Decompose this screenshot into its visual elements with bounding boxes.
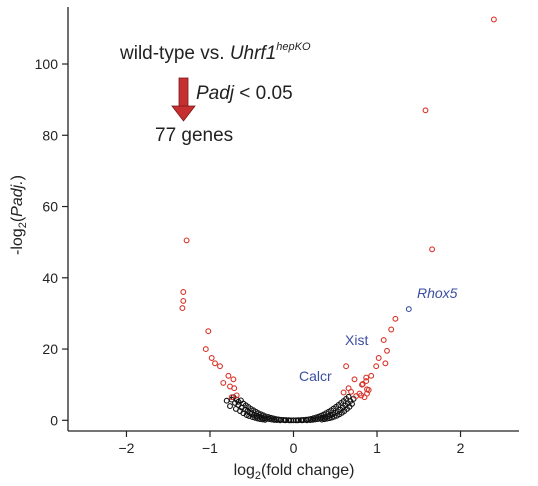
y-tick-label: 80 [42, 127, 58, 143]
gene-label-calcr: Calcr [299, 368, 332, 384]
gene-point [286, 417, 293, 424]
significant-gene-point [343, 363, 350, 370]
significant-gene-point [225, 372, 232, 379]
gene-point [262, 416, 269, 423]
y-tick-label: 40 [42, 270, 58, 286]
threshold-arrow [171, 77, 196, 122]
significant-gene-point [205, 328, 212, 335]
significant-gene-point [230, 376, 237, 383]
significant-gene-point [351, 376, 358, 383]
significant-gene-point [368, 372, 375, 379]
gene-point [259, 416, 266, 423]
y-tick-label: 0 [50, 412, 58, 428]
significant-gene-point [220, 379, 227, 386]
gene-count-label: 77 genes [155, 125, 233, 146]
significant-gene-point [340, 389, 347, 396]
y-tick-label: 60 [42, 199, 58, 215]
significant-gene-point [208, 355, 215, 361]
significant-gene-point [217, 363, 223, 370]
threshold-label: Padj < 0.05 [196, 83, 293, 104]
comparison-label: wild-type vs. Uhrf1hepKO [119, 41, 311, 64]
significant-gene-point [231, 385, 238, 392]
significant-gene-point [388, 326, 395, 333]
gene-point [227, 403, 233, 410]
significant-gene-point [364, 390, 370, 397]
gene-point [303, 417, 310, 424]
significant-gene-point [202, 346, 209, 353]
gene-point [326, 415, 333, 422]
gene-point [223, 397, 230, 404]
significant-gene-point [382, 360, 389, 367]
y-tick-label: 100 [35, 56, 59, 72]
gene-point [349, 400, 355, 407]
significant-gene-point [212, 360, 218, 367]
significant-gene-point [228, 394, 235, 401]
x-axis-label: log2(fold change) [234, 462, 355, 482]
x-tick-label: 0 [290, 440, 298, 456]
significant-gene-point [363, 374, 370, 381]
significant-gene-point [429, 246, 436, 253]
comparison-gene: Uhrf1 [230, 43, 276, 64]
gene-label-xist: Xist [345, 332, 368, 348]
significant-gene-point [422, 107, 429, 114]
significant-gene-point [348, 388, 355, 395]
y-tick-label: 20 [42, 341, 58, 357]
plot-points [179, 16, 497, 424]
x-tick-label: 1 [373, 440, 381, 456]
x-tick-label: 2 [457, 440, 465, 456]
gene-point [249, 414, 256, 421]
significant-gene-point [363, 378, 370, 385]
significant-gene-point [375, 355, 382, 361]
x-tick-label: −1 [202, 440, 218, 456]
comparison-gene-superscript: hepKO [276, 41, 311, 53]
gene-point [328, 414, 335, 421]
significant-gene-point [180, 289, 187, 295]
gene-point [273, 417, 280, 424]
y-axis-label: -log2(Padj.) [9, 175, 29, 255]
significant-gene-point [392, 315, 399, 322]
significant-gene-point [380, 337, 387, 344]
significant-gene-point [359, 381, 365, 388]
gene-point [246, 413, 253, 419]
significant-gene-point [373, 363, 380, 370]
significant-gene-point [180, 297, 187, 304]
significant-gene-point [359, 381, 366, 387]
significant-gene-point [183, 237, 190, 244]
gene-point [307, 417, 314, 424]
gene-point [271, 416, 278, 423]
significant-gene-point [353, 393, 360, 400]
gene-point [294, 417, 301, 424]
gene-label-rhox5: Rhox5 [417, 285, 458, 301]
significant-gene-point [233, 392, 240, 399]
x-tick-label: −2 [118, 440, 134, 456]
significant-gene-point [490, 16, 497, 23]
significant-gene-point [384, 347, 390, 354]
highlighted-gene-point [405, 306, 412, 313]
significant-gene-point [179, 305, 186, 312]
gene-point [277, 417, 284, 424]
